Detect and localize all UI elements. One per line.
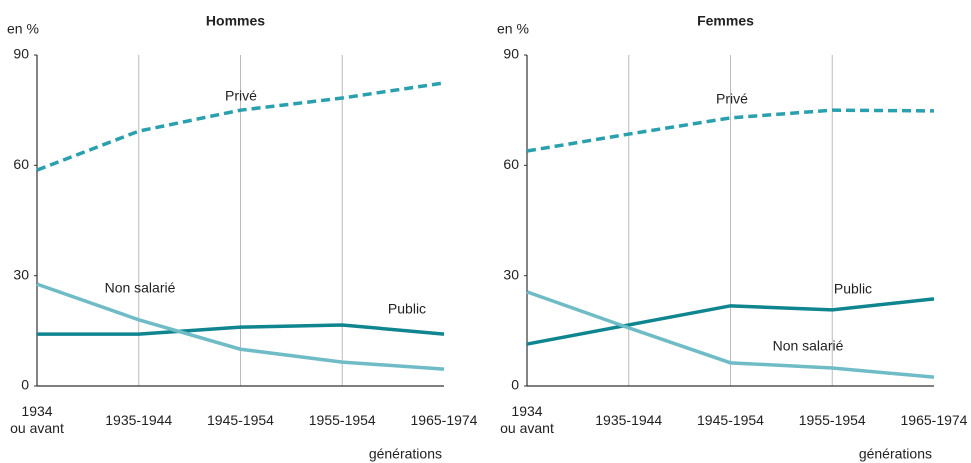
x-tick-label: 1935-1944 [105, 411, 173, 428]
series-label: Public [388, 301, 426, 317]
line [37, 323, 445, 336]
series-label: Privé [225, 88, 257, 104]
series-label: Public [834, 281, 872, 297]
x-tick-label: 1955-1954 [798, 411, 866, 428]
line [36, 282, 445, 371]
y-axis-label: en % [497, 21, 529, 37]
x-axis-label: générations [859, 446, 932, 462]
y-axis-label: en % [7, 21, 39, 37]
series-label: Privé [716, 91, 748, 107]
x-tick-label: 1945-1954 [697, 411, 764, 428]
y-tick-label: 0 [511, 377, 519, 393]
y-tick-label: 0 [21, 377, 29, 393]
x-axis-label: générations [369, 446, 442, 462]
x-tick-label: 1965-1974 [410, 411, 478, 428]
x-tick-label: 1945-1954 [207, 411, 274, 428]
x-tick-label: 1934 ou avant [500, 403, 554, 436]
line [526, 290, 935, 379]
x-tick-label: 1934 ou avant [10, 403, 64, 436]
y-tick-label: 30 [13, 266, 29, 282]
y-tick-label: 60 [503, 156, 519, 172]
series-label: Non salarié [773, 338, 844, 354]
x-tick-label: 1935-1944 [595, 411, 663, 428]
x-tick-label: 1955-1954 [308, 411, 376, 428]
chart-title: Femmes [697, 13, 754, 29]
series-label: Non salarié [105, 280, 176, 296]
y-tick-label: 90 [13, 46, 29, 62]
y-tick-label: 60 [13, 156, 29, 172]
chart-title: Hommes [206, 13, 265, 29]
line [526, 297, 935, 346]
x-tick-label: 1965-1974 [900, 411, 968, 428]
y-tick-label: 90 [503, 46, 519, 62]
line [526, 108, 935, 153]
line [36, 81, 445, 172]
y-tick-label: 30 [503, 266, 519, 282]
